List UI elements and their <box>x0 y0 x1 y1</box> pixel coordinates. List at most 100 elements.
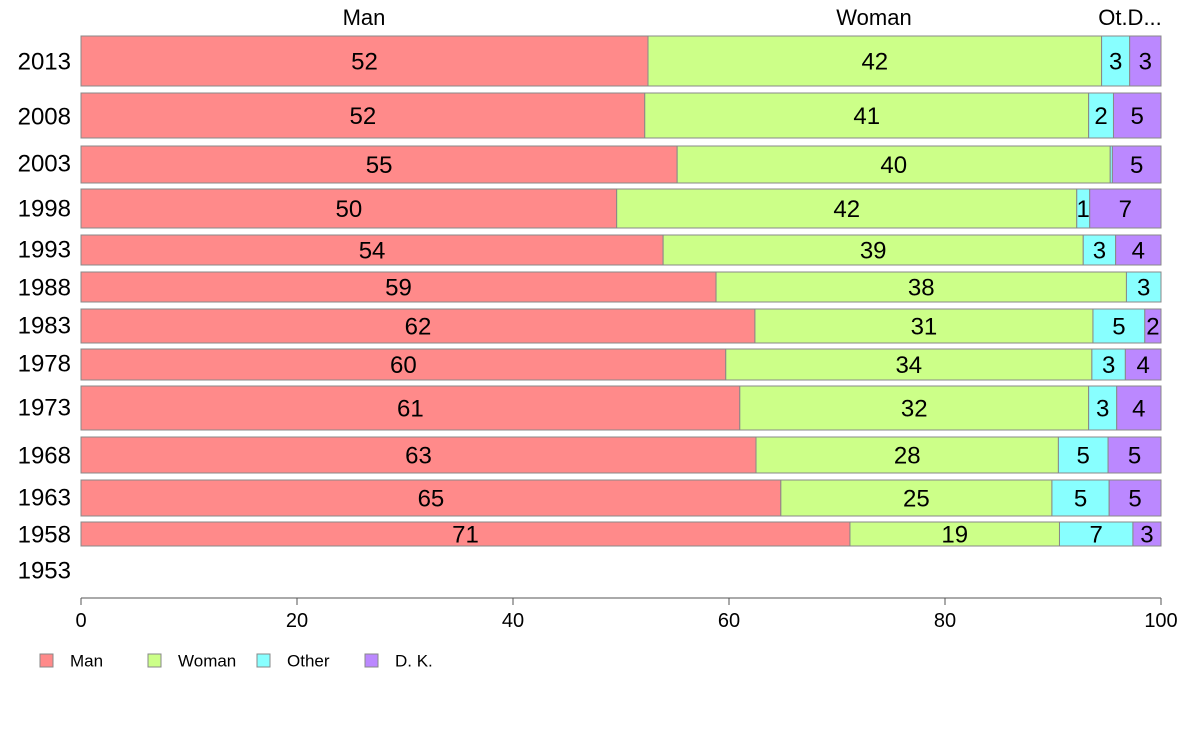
bar-value-label: 3 <box>1093 238 1106 265</box>
bar-value-label: 4 <box>1132 396 1145 423</box>
bar-value-label: 28 <box>894 443 921 470</box>
bar-value-label: 3 <box>1109 49 1122 76</box>
bar-value-label: 60 <box>390 352 417 379</box>
bar-value-label: 52 <box>350 103 377 130</box>
bar-segment <box>1082 234 1117 266</box>
bars <box>80 35 1162 547</box>
legend-label: Other <box>287 652 330 671</box>
bar-value-label: 3 <box>1140 522 1153 549</box>
bar-segment <box>1124 348 1162 381</box>
legend-swatch <box>364 653 379 668</box>
bar-segment <box>1108 479 1162 517</box>
bar-segment <box>80 92 646 139</box>
year-label: 1983 <box>18 313 71 340</box>
bar-value-label: 3 <box>1096 396 1109 423</box>
legend-label: Man <box>70 652 103 671</box>
bar-value-label: 63 <box>405 443 432 470</box>
bar-segment <box>1088 385 1118 431</box>
legend-swatch <box>39 653 54 668</box>
bar-segment <box>1115 234 1162 266</box>
year-label: 2008 <box>18 104 71 131</box>
column-header-other-dk: Ot.D... <box>1098 5 1162 30</box>
legend-label: D. K. <box>395 652 433 671</box>
bar-value-label: 25 <box>903 486 930 513</box>
bar-value-label: 3 <box>1137 275 1150 302</box>
bar-segment <box>1088 92 1114 139</box>
bar-segment <box>1091 348 1126 381</box>
bar-segment <box>1116 385 1162 431</box>
bar-value-label: 34 <box>895 352 922 379</box>
year-label: 2013 <box>18 49 71 76</box>
bar-value-label: 61 <box>397 396 424 423</box>
legend-swatch <box>147 653 162 668</box>
legend-label: Woman <box>178 652 236 671</box>
bar-value-label: 4 <box>1132 238 1145 265</box>
year-label: 1978 <box>18 351 71 378</box>
bar-segment <box>1058 521 1134 547</box>
bar-segment <box>1051 479 1110 517</box>
bar-segment <box>80 479 782 517</box>
bar-segment <box>80 188 618 229</box>
legend-item: Other <box>256 652 330 671</box>
bar-value-label: 5 <box>1128 443 1141 470</box>
bar-value-label: 39 <box>860 238 887 265</box>
bar-value-label: 42 <box>861 49 888 76</box>
bar-value-label: 71 <box>452 522 479 549</box>
bar-segment <box>780 479 1053 517</box>
year-label: 1968 <box>18 443 71 470</box>
x-tick-label: 20 <box>286 610 308 632</box>
bar-value-label: 5 <box>1128 486 1141 513</box>
bar-segment <box>1107 436 1162 474</box>
legend-item: D. K. <box>364 652 433 671</box>
bar-segment <box>80 145 678 184</box>
bar-value-label: 41 <box>853 103 880 130</box>
bar-value-label: 62 <box>405 314 432 341</box>
x-tick-label: 60 <box>718 610 740 632</box>
bar-segment <box>1089 188 1162 229</box>
bar-value-label: 38 <box>908 275 935 302</box>
bar-value-label: 65 <box>418 486 445 513</box>
legend-item: Woman <box>147 652 236 671</box>
y-axis-labels: 2013 2008 2003 1998 1993 1988 1983 1978 1973 1968… <box>18 49 71 585</box>
year-label: 1958 <box>18 522 71 549</box>
bar-segment <box>80 436 757 474</box>
bar-value-label: 5 <box>1130 152 1143 179</box>
legend: Man Woman Other D. K. <box>39 652 433 671</box>
bar-value-label: 5 <box>1112 314 1125 341</box>
column-header-woman: Woman <box>836 5 911 30</box>
bar-segment <box>754 308 1094 344</box>
bar-segment <box>1132 521 1162 547</box>
year-label: 1993 <box>18 237 71 264</box>
bar-value-label: 5 <box>1074 486 1087 513</box>
bar-segment <box>1125 271 1162 303</box>
bar-value-label: 3 <box>1139 49 1152 76</box>
bar-value-label: 7 <box>1119 196 1132 223</box>
column-headers: Man Woman Ot.D... <box>343 5 1162 30</box>
bar-segment <box>80 521 851 547</box>
bar-value-label: 19 <box>941 522 968 549</box>
bar-segment <box>80 271 717 303</box>
bar-value-label: 40 <box>880 152 907 179</box>
bar-value-label: 2 <box>1094 103 1107 130</box>
bar-value-label: 4 <box>1137 352 1150 379</box>
bar-segment <box>676 145 1111 184</box>
bar-segment <box>715 271 1127 303</box>
bar-segment <box>80 35 649 87</box>
bar-value-label: 42 <box>833 196 860 223</box>
legend-item: Man <box>39 652 103 671</box>
bar-value-label: 59 <box>385 275 412 302</box>
bar-value-label: 5 <box>1077 443 1090 470</box>
year-label: 1953 <box>18 558 71 585</box>
bar-value-label: 52 <box>351 49 378 76</box>
year-label: 1973 <box>18 395 71 422</box>
legend-swatch <box>256 653 271 668</box>
bar-segment <box>1144 308 1162 344</box>
bar-segment <box>1111 145 1162 184</box>
bar-value-label: 32 <box>901 396 928 423</box>
bar-value-label: 5 <box>1131 103 1144 130</box>
x-tick-label: 80 <box>934 610 956 632</box>
bar-segment <box>644 92 1090 139</box>
year-label: 1963 <box>18 485 71 512</box>
bar-segment <box>739 385 1090 431</box>
bar-segment <box>1101 35 1131 87</box>
